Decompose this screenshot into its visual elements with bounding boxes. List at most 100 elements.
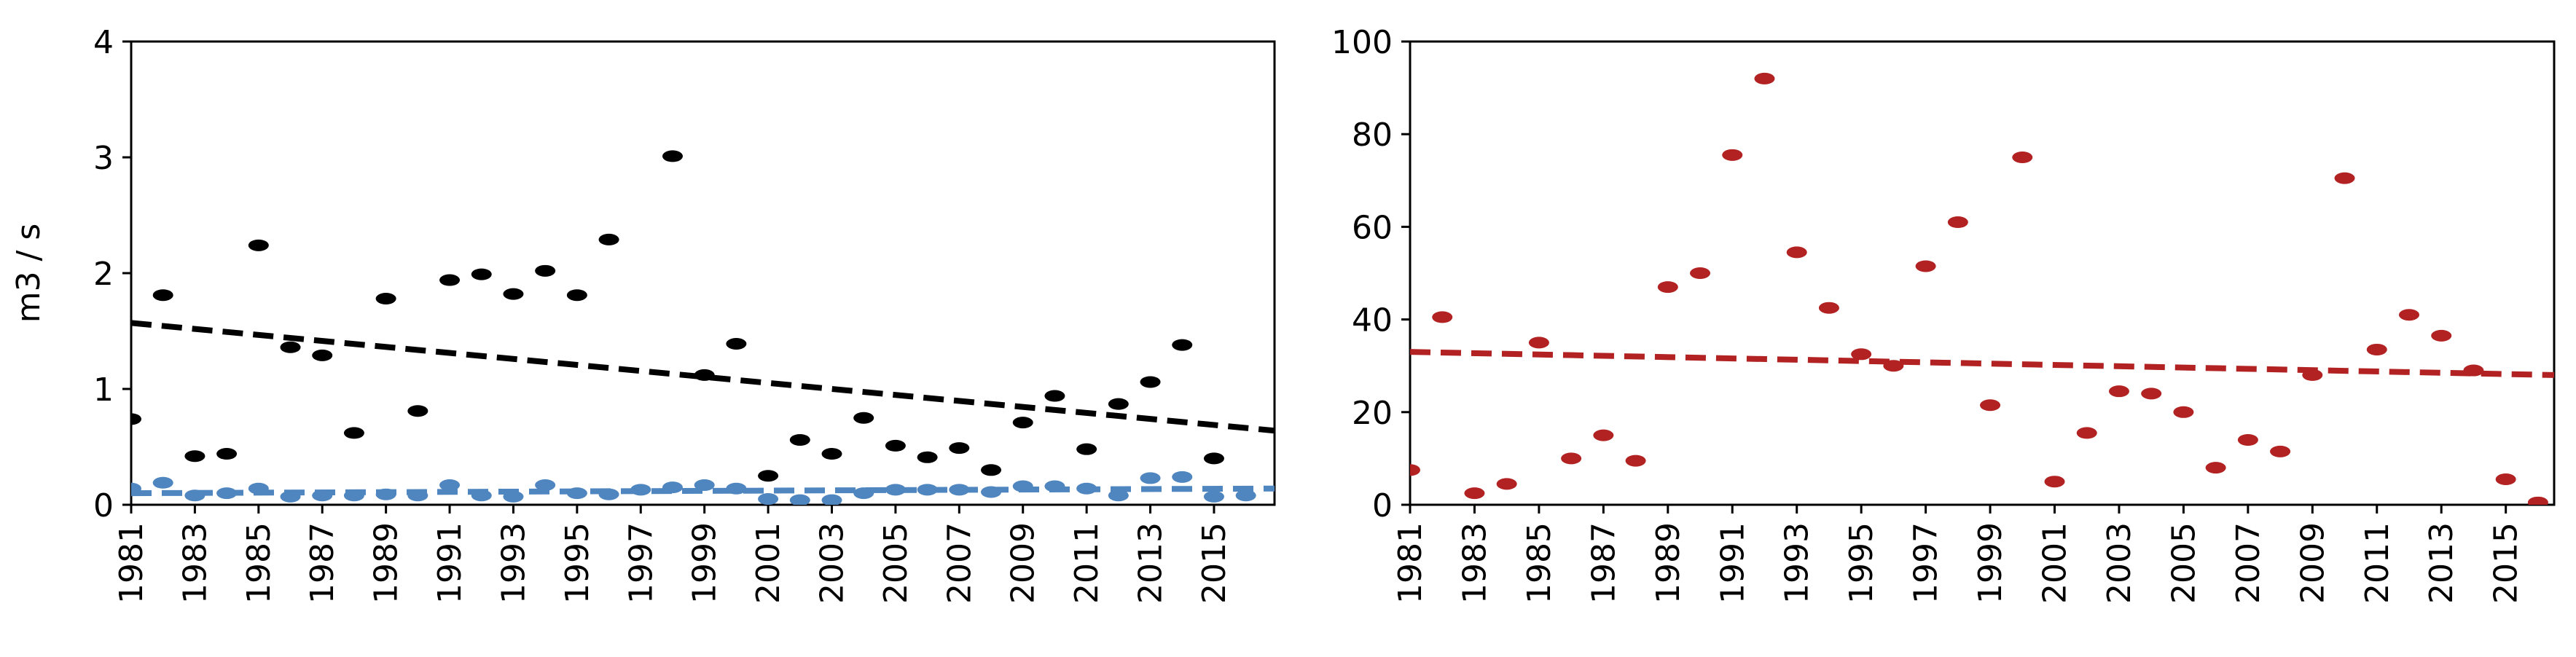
- right-red-points-point: [1818, 302, 1839, 314]
- left-black-points-point: [375, 292, 396, 304]
- left-blue-points-point: [1140, 472, 1161, 484]
- left-black-points-point: [758, 470, 779, 482]
- left-black-points-point: [184, 450, 205, 463]
- right-y-tick-label: 40: [1352, 302, 1393, 339]
- right-red-points-point: [2141, 387, 2162, 400]
- left-blue-points-point: [821, 494, 842, 505]
- left-black-points-point: [1044, 390, 1065, 402]
- right-y-tick-label: 0: [1372, 487, 1393, 524]
- left-x-tick-label: 1981: [113, 522, 150, 604]
- left-black-points-point: [885, 439, 906, 452]
- left-blue-points-point: [1203, 490, 1224, 503]
- left-blue-points-point: [949, 484, 970, 496]
- left-blue-points-point: [566, 487, 587, 500]
- right-x-tick-label: 1995: [1843, 522, 1880, 604]
- left-black-points-point: [312, 349, 333, 361]
- left-black-points-point: [726, 337, 747, 350]
- left-y-tick-label: 0: [93, 487, 114, 524]
- left-blue-points-point: [131, 482, 141, 495]
- left-blue-points-point: [598, 488, 619, 500]
- right-x-tick-label: 2003: [2101, 522, 2138, 604]
- right-red-points-point: [2044, 476, 2065, 488]
- left-x-tick-label: 2003: [814, 522, 851, 604]
- left-black-points-point: [535, 264, 556, 277]
- left-black-points-point: [566, 289, 587, 302]
- right-x-tick-label: 2013: [2423, 522, 2460, 604]
- left-black-points-point: [131, 413, 141, 425]
- left-blue-points-point: [1108, 489, 1129, 502]
- left-black-points-point: [1108, 398, 1129, 410]
- right-red-points-point: [2173, 406, 2194, 418]
- left-x-tick-label: 2013: [1132, 522, 1170, 604]
- right-red-points-point: [1786, 246, 1807, 259]
- right-x-tick-label: 1989: [1650, 522, 1687, 604]
- left-blue-points-point: [662, 481, 683, 494]
- right-red-points-point: [1561, 452, 1582, 465]
- left-blue-points-point: [312, 489, 333, 502]
- left-x-tick-label: 1989: [368, 522, 405, 604]
- right-red-points-point: [1980, 399, 2001, 412]
- left-blue-points-point: [184, 489, 205, 502]
- left-x-tick-label: 1995: [559, 522, 596, 604]
- left-x-tick-label: 1985: [240, 522, 278, 604]
- left-black-points-point: [1172, 339, 1193, 351]
- left-x-tick-label: 1987: [304, 522, 341, 604]
- left-black-points-point: [598, 233, 619, 245]
- right-x-tick-label: 2005: [2165, 522, 2202, 604]
- left-blue-points-point: [216, 487, 238, 500]
- left-black-points-point: [439, 274, 461, 286]
- right-chart-panel: 0 20 40 60 80 100 1981 1983 1985 1987 1989 1991 1993…: [1331, 24, 2556, 604]
- left-blue-points-point: [407, 489, 428, 502]
- left-black-points-point: [821, 448, 842, 460]
- left-black-points-point: [503, 288, 524, 300]
- left-y-tick-label: 4: [93, 24, 114, 61]
- left-x-tick-label: 2011: [1068, 522, 1105, 604]
- right-y-tick-label: 100: [1331, 24, 1393, 61]
- left-x-tick-label: 2015: [1196, 522, 1233, 604]
- left-blue-points-point: [726, 482, 747, 495]
- right-x-tick-label: 1985: [1521, 522, 1558, 604]
- left-x-tick-label: 1993: [495, 522, 532, 604]
- right-red-points-point: [1657, 281, 1678, 294]
- left-x-tick-label: 2001: [750, 522, 787, 604]
- right-red-points-point: [1947, 216, 1968, 229]
- right-x-tick-label: 2015: [2488, 522, 2525, 604]
- right-y-tick-label: 80: [1352, 117, 1393, 154]
- right-red-points-trend-line: [1410, 349, 2554, 378]
- right-red-points-point: [2270, 445, 2291, 457]
- left-y-tick-label: 2: [93, 256, 114, 293]
- right-red-points-point: [2527, 496, 2548, 505]
- right-x-tick-label: 1993: [1779, 522, 1816, 604]
- right-x-tick-label: 1981: [1392, 522, 1429, 604]
- right-red-points-point: [1496, 478, 1517, 490]
- left-x-tick-label: 1997: [622, 522, 659, 604]
- right-red-points-point: [1754, 72, 1775, 84]
- right-red-points-point: [2302, 369, 2323, 381]
- left-blue-points-point: [694, 479, 715, 491]
- left-black-points-point: [949, 442, 970, 455]
- right-y-tick-label: 60: [1352, 209, 1393, 246]
- left-blue-points-point: [885, 484, 906, 496]
- right-red-points-point: [2463, 364, 2484, 377]
- right-x-tick-label: 1987: [1585, 522, 1622, 604]
- left-blue-points-point: [471, 489, 492, 502]
- left-blue-points-point: [630, 484, 651, 496]
- right-red-points-point: [1432, 311, 1453, 323]
- right-red-points-point: [2431, 329, 2452, 342]
- left-blue-points-point: [758, 493, 779, 505]
- left-black-points-point: [407, 405, 428, 417]
- right-red-points-point: [1722, 149, 1743, 161]
- left-black-points-point: [694, 369, 715, 381]
- left-x-tick-label: 1999: [686, 522, 724, 604]
- left-blue-points-point: [280, 490, 301, 503]
- left-black-points-point: [662, 150, 683, 162]
- left-blue-points-point: [917, 484, 938, 496]
- left-black-points-point: [152, 289, 173, 302]
- left-black-points-point: [789, 433, 810, 446]
- left-blue-points-point: [1235, 489, 1256, 502]
- right-red-points-point: [1410, 464, 1420, 476]
- left-chart-panel: m3 / s 0 1 2 3 4 1981 1983 1985 1987 1989 1991 1993…: [10, 24, 1276, 604]
- left-black-points-point: [280, 341, 301, 353]
